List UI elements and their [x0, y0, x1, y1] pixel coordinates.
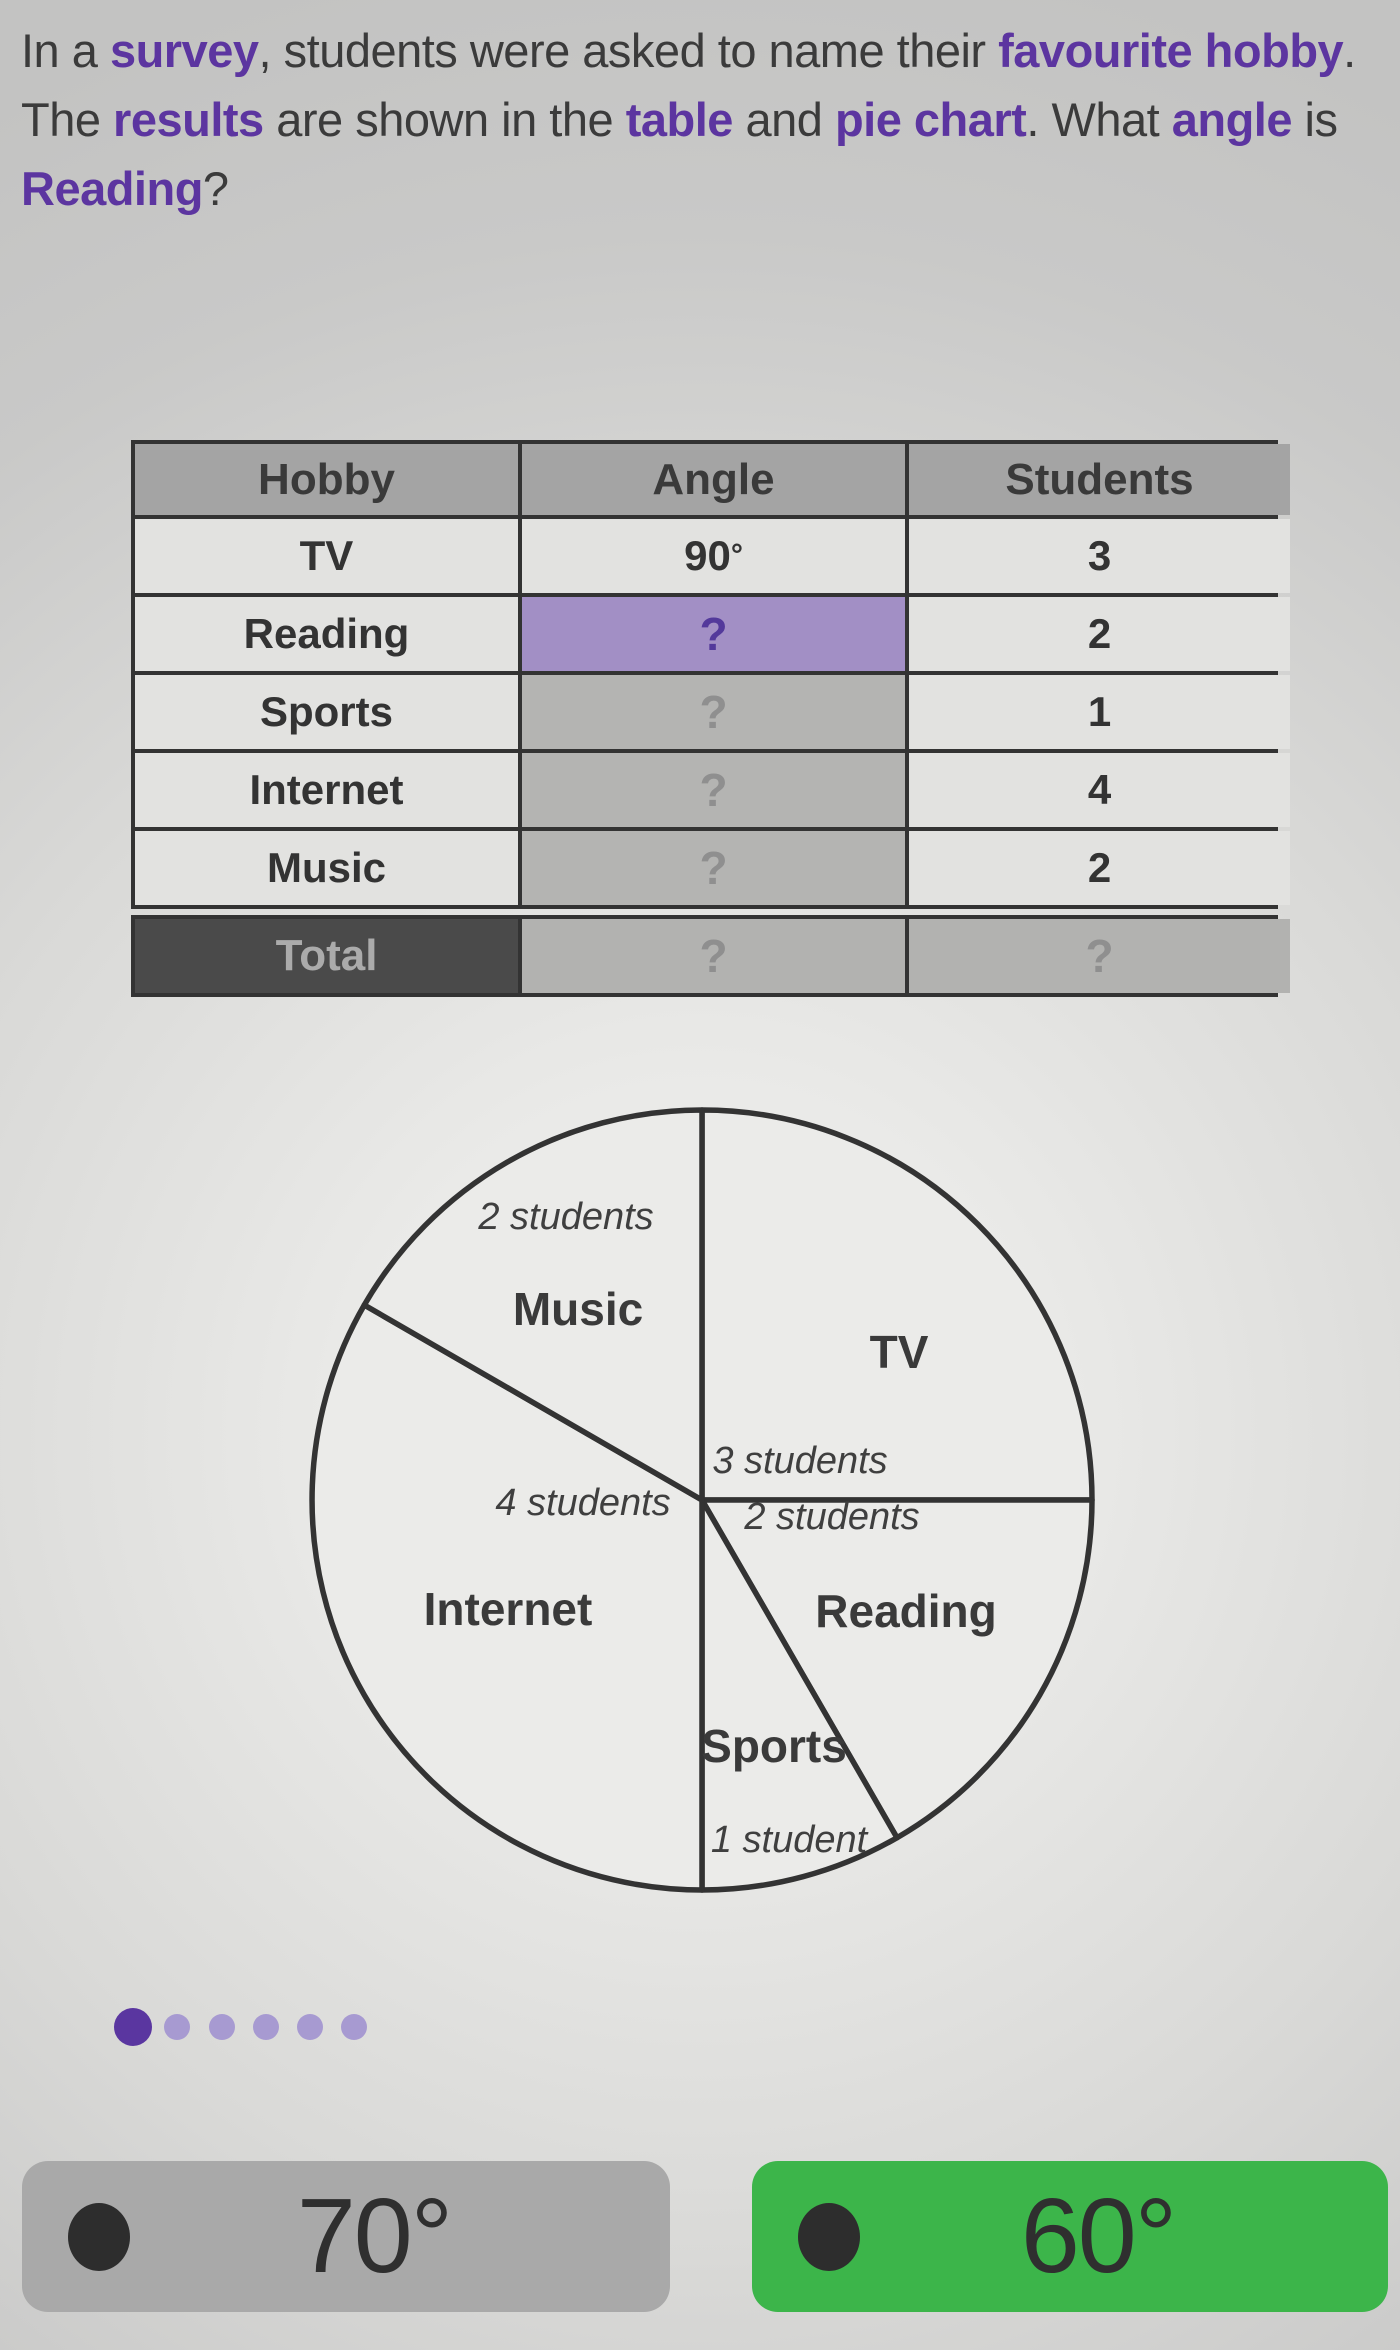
table-cell-angle-reading: ?: [522, 597, 905, 671]
question-word: , students were asked to name their: [258, 24, 999, 77]
pie-slice-label-sports: Sports: [701, 1720, 847, 1772]
question-word: is: [1291, 93, 1338, 146]
table-cell-students: 2: [909, 831, 1290, 905]
pie-count-label-sports: 1 student: [711, 1819, 869, 1861]
hobby-angle-table: Hobby Angle Students TV 90 ° 3 Reading? 2 Sports?…: [131, 440, 1290, 909]
table-cell-hobby: Sports: [135, 675, 518, 749]
table-cell-angle-tv: 90 °: [522, 519, 905, 593]
question-keyword: results: [113, 93, 264, 146]
table-cell-angle-internet: ?: [522, 753, 905, 827]
pie-slice-sports: [699, 1497, 900, 1893]
pagination-dot[interactable]: [341, 2014, 367, 2040]
table-header-angle: Angle: [522, 444, 905, 515]
question-word: . What: [1026, 93, 1172, 146]
table-cell-hobby: Internet: [135, 753, 518, 827]
answer-bullet-icon: [68, 2202, 130, 2271]
total-row-table: Total??: [131, 915, 1290, 997]
pie-count-label-music: 2 students: [477, 1196, 653, 1238]
question-word: and: [732, 93, 835, 146]
pagination-dot[interactable]: [253, 2014, 279, 2040]
question-keyword: survey: [109, 24, 259, 77]
table-header-students: Students: [909, 444, 1290, 515]
results-table: Hobby Angle Students TV 90 ° 3 Reading? 2 Sports?…: [131, 440, 1290, 997]
table-header-hobby: Hobby: [135, 444, 518, 515]
table-cell-students: 3: [909, 519, 1290, 593]
question-word: In a: [21, 24, 110, 77]
answer-label: 60°: [1020, 2177, 1177, 2295]
table-cell-students: 2: [909, 597, 1290, 671]
pie-slice-label-internet: Internet: [424, 1583, 593, 1635]
pie-count-label-internet: 4 students: [495, 1482, 670, 1524]
pagination-dot[interactable]: [164, 2014, 190, 2040]
pagination-dot[interactable]: [209, 2014, 235, 2040]
table-cell-hobby: Music: [135, 831, 518, 905]
table-cell-students: 1: [909, 675, 1290, 749]
pagination-dot[interactable]: [297, 2014, 323, 2040]
table-cell-total-label: Total: [135, 919, 518, 993]
pie-count-label-tv: 3 students: [712, 1440, 887, 1482]
pie-slice-music: [361, 1107, 705, 1503]
question-keyword: table: [625, 93, 734, 146]
pie-count-label-reading: 2 students: [743, 1496, 919, 1538]
table-cell-hobby: Reading: [135, 597, 518, 671]
table-cell-total-angle: ?: [522, 919, 905, 993]
question-keyword: Reading: [21, 162, 203, 215]
answer-option-2-selected[interactable]: 60°: [752, 2161, 1388, 2312]
answer-label: 70°: [296, 2177, 453, 2295]
table-cell-angle-music: ?: [522, 831, 905, 905]
table-cell-hobby: TV: [135, 519, 518, 593]
pie-slice-reading: [699, 1497, 1095, 1841]
pie-slice-label-music: Music: [513, 1283, 643, 1335]
table-cell-angle-sports: ?: [522, 675, 905, 749]
question-keyword: favourite hobby: [998, 24, 1344, 77]
table-cell-students: 4: [909, 753, 1290, 827]
pie-slice-tv: [699, 1107, 1095, 1503]
table-cell-total-students: ?: [909, 919, 1290, 993]
question-word: ?: [202, 162, 229, 215]
pie-slice-internet: [309, 1302, 705, 1893]
pie-slice-label-reading: Reading: [815, 1585, 996, 1637]
question-keyword: angle: [1171, 93, 1293, 146]
pagination-dot-active[interactable]: [114, 2008, 152, 2046]
question-word: are shown in the: [263, 93, 626, 146]
question-keyword: pie chart: [834, 93, 1027, 146]
answer-option-1[interactable]: 70°: [22, 2161, 670, 2312]
pie-slice-label-tv: TV: [870, 1326, 929, 1378]
question-text: In a survey, students were asked to name…: [21, 16, 1389, 223]
answer-bullet-icon: [798, 2202, 860, 2271]
pie-chart: 3 students TV 2 students Reading 1 student Sp…: [309, 1107, 1095, 1893]
question-word: . The: [21, 24, 1356, 146]
